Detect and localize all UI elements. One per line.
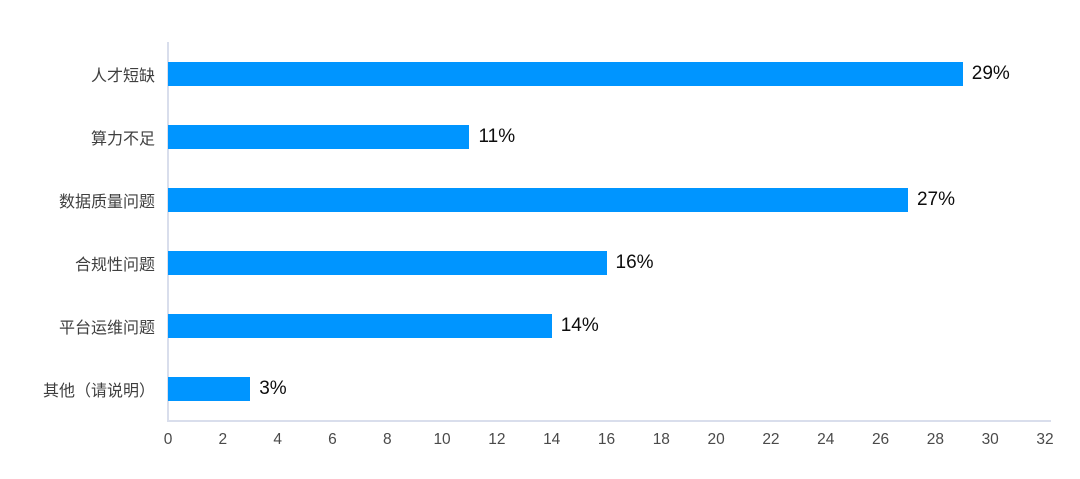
category-label: 其他（请说明） <box>42 382 155 400</box>
x-tick-label: 4 <box>273 431 282 448</box>
bar <box>168 376 251 401</box>
category-label: 合规性问题 <box>74 256 155 274</box>
value-label: 29% <box>971 62 1010 84</box>
x-tick-label: 10 <box>433 431 451 448</box>
bar-track: 14% <box>168 313 1045 338</box>
bar-row: 算力不足 11% <box>0 105 1080 168</box>
x-tick-label: 30 <box>981 431 999 448</box>
x-tick-label: 26 <box>871 431 890 448</box>
category-label: 人才短缺 <box>90 67 155 85</box>
x-tick-label: 12 <box>488 431 506 448</box>
x-tick-label: 14 <box>543 431 561 448</box>
x-tick-label: 6 <box>328 431 337 448</box>
x-tick-label: 24 <box>817 431 835 448</box>
bar <box>168 187 908 212</box>
category-label: 数据质量问题 <box>58 193 155 211</box>
x-tick-label: 20 <box>707 431 725 448</box>
x-axis: 0 2 4 6 8 10 12 14 16 18 20 22 24 26 28 30 32 <box>164 431 1054 453</box>
bar-track: 11% <box>168 124 1045 149</box>
bar-row: 合规性问题 16% <box>0 231 1080 294</box>
x-tick-label: 22 <box>762 431 780 448</box>
bar <box>168 250 607 275</box>
bar-row: 数据质量问题 27% <box>0 168 1080 231</box>
value-label: 27% <box>916 188 955 210</box>
plot-area: 人才短缺 29% 算力不足 11% 数据质量问题 27% 合规性问题 16% 平台运维问题 14%… <box>0 42 1080 420</box>
value-label: 3% <box>259 377 287 399</box>
bar-row: 平台运维问题 14% <box>0 294 1080 357</box>
bar-track: 29% <box>168 61 1045 86</box>
bar <box>168 313 552 338</box>
x-tick-label: 8 <box>382 431 392 448</box>
y-axis-line <box>167 42 169 421</box>
x-tick-label: 18 <box>652 431 670 448</box>
value-label: 14% <box>560 314 599 336</box>
bar-track: 16% <box>168 250 1045 275</box>
bar-track: 3% <box>168 376 1045 401</box>
category-label: 平台运维问题 <box>58 319 155 337</box>
bar <box>168 124 470 149</box>
bar <box>168 61 963 86</box>
x-tick-label: 28 <box>926 431 944 448</box>
value-label: 11% <box>478 125 516 147</box>
x-tick-label: 2 <box>218 431 228 448</box>
x-tick-label: 16 <box>597 431 616 448</box>
x-axis-line <box>167 420 1051 422</box>
bar-track: 27% <box>168 187 1045 212</box>
x-tick-label: 32 <box>1036 431 1054 448</box>
category-label: 算力不足 <box>90 130 155 148</box>
bar-row: 人才短缺 29% <box>0 42 1080 105</box>
value-label: 16% <box>615 251 654 273</box>
bar-row: 其他（请说明） 3% <box>0 357 1080 420</box>
x-tick-label: 0 <box>163 431 173 448</box>
